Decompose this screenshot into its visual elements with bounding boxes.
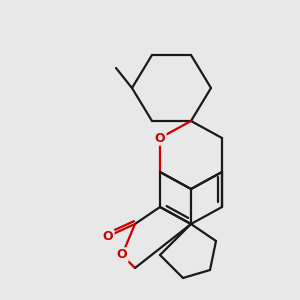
Text: O: O (103, 230, 113, 244)
Text: O: O (155, 131, 165, 145)
Text: O: O (117, 248, 127, 262)
